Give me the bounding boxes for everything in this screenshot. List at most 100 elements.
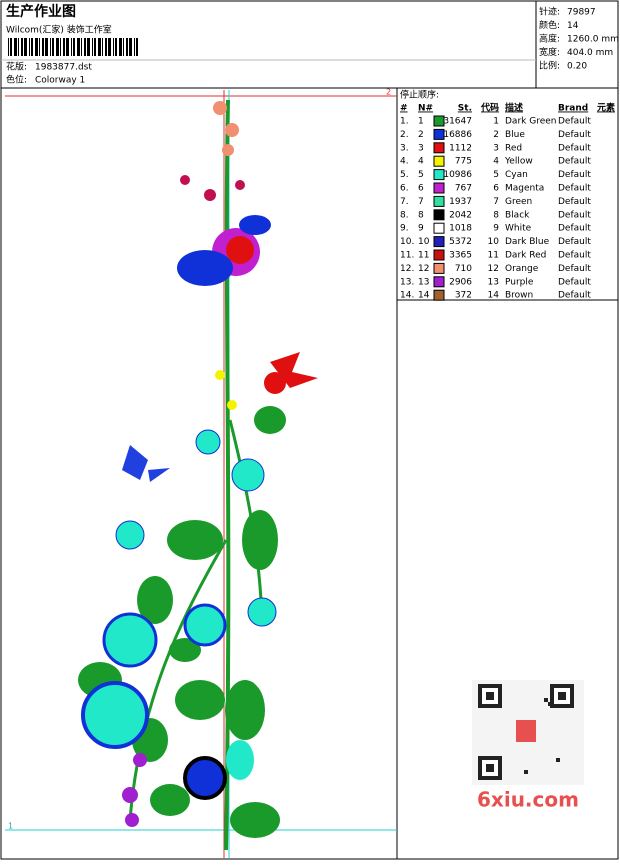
stat-value: 1260.0 mm: [567, 35, 619, 45]
order: 14.: [400, 291, 414, 301]
qr-finder: [558, 692, 566, 700]
bar: [71, 38, 72, 56]
code: 1: [493, 117, 499, 127]
column-header: St.: [458, 104, 472, 114]
needle: 12: [418, 264, 429, 274]
bar: [56, 38, 59, 56]
bar: [134, 38, 135, 56]
order: 5.: [400, 170, 409, 180]
colorway-label: 色位:: [6, 74, 27, 86]
bar: [39, 38, 40, 56]
butterfly: [122, 445, 170, 482]
stem: [224, 99, 231, 851]
order: 6.: [400, 184, 409, 194]
bar: [92, 38, 93, 56]
stat-value: 14: [567, 21, 579, 31]
stitches: 10986: [443, 170, 472, 180]
code: 7: [493, 197, 499, 207]
qr-finder: [486, 692, 494, 700]
needle: 13: [418, 277, 429, 287]
qr-finder: [486, 764, 494, 772]
brand: Default: [558, 291, 591, 301]
description: Yellow: [504, 157, 533, 167]
color-swatch: [433, 195, 445, 207]
bar: [14, 38, 17, 56]
brand: Default: [558, 117, 591, 127]
butterfly: [270, 352, 318, 388]
bar: [129, 38, 132, 56]
needle: 11: [418, 251, 429, 261]
description: Dark Green: [505, 117, 556, 127]
bar: [105, 38, 107, 56]
code: 6: [493, 184, 499, 194]
brand: Default: [558, 237, 591, 247]
code: 3: [493, 143, 499, 153]
color-swatch: [433, 169, 445, 181]
code: 10: [488, 237, 500, 247]
stitches: 5372: [449, 237, 472, 247]
design-label: 花版:: [6, 61, 27, 73]
code: 14: [488, 291, 500, 301]
bottom-marker: 1: [8, 822, 13, 831]
order: 11.: [400, 251, 414, 261]
bar: [119, 38, 122, 56]
bar: [29, 38, 30, 56]
description: White: [505, 224, 532, 234]
stat-label: 比例:: [539, 60, 560, 72]
brand: Default: [558, 157, 591, 167]
bar: [87, 38, 90, 56]
color-swatch: [433, 155, 445, 167]
description: Dark Red: [505, 251, 546, 261]
brand: Default: [558, 197, 591, 207]
barcode: [8, 38, 138, 56]
color-swatch: [433, 276, 445, 288]
brand: Default: [558, 264, 591, 274]
code: 11: [488, 251, 499, 261]
color-swatch: [433, 209, 445, 221]
table-caption: 停止顺序:: [400, 89, 439, 101]
description: Magenta: [505, 184, 544, 194]
description: Blue: [505, 130, 525, 140]
color-swatch: [433, 182, 445, 194]
bar: [8, 38, 9, 56]
stitches: 767: [455, 184, 472, 194]
design: 1983877.dst: [35, 63, 92, 73]
bar: [45, 38, 48, 56]
bar: [136, 38, 138, 56]
stitches: 1112: [449, 143, 472, 153]
bar: [77, 38, 80, 56]
color-swatch: [433, 249, 445, 261]
column-header: #: [400, 104, 408, 114]
order: 7.: [400, 197, 409, 207]
stitches: 2042: [449, 210, 472, 220]
color-swatch: [433, 262, 445, 274]
needle: 7: [418, 197, 424, 207]
bar: [60, 38, 61, 56]
needle: 8: [418, 210, 424, 220]
bar: [98, 38, 101, 56]
needle: 3: [418, 143, 424, 153]
description: Black: [505, 210, 530, 220]
needle: 4: [418, 157, 424, 167]
column-header: N#: [418, 104, 433, 114]
needle: 14: [418, 291, 430, 301]
order: 4.: [400, 157, 409, 167]
bar: [31, 38, 33, 56]
title: 生产作业图: [6, 3, 76, 20]
stitches: 16886: [443, 130, 472, 140]
needle: 5: [418, 170, 424, 180]
brand: Default: [558, 170, 591, 180]
color-table: # N# St. 代码 描述 Brand 元素1. 1 31647 1 Dark Green Defa…: [400, 102, 615, 301]
description: Orange: [505, 264, 539, 274]
bar: [115, 38, 117, 56]
brand: Default: [558, 224, 591, 234]
stitches: 372: [455, 291, 472, 301]
code: 8: [493, 210, 499, 220]
bar: [42, 38, 44, 56]
description: Brown: [505, 291, 533, 301]
column-header: 描述: [505, 102, 523, 114]
color-swatch: [433, 289, 445, 301]
needle: 2: [418, 130, 424, 140]
